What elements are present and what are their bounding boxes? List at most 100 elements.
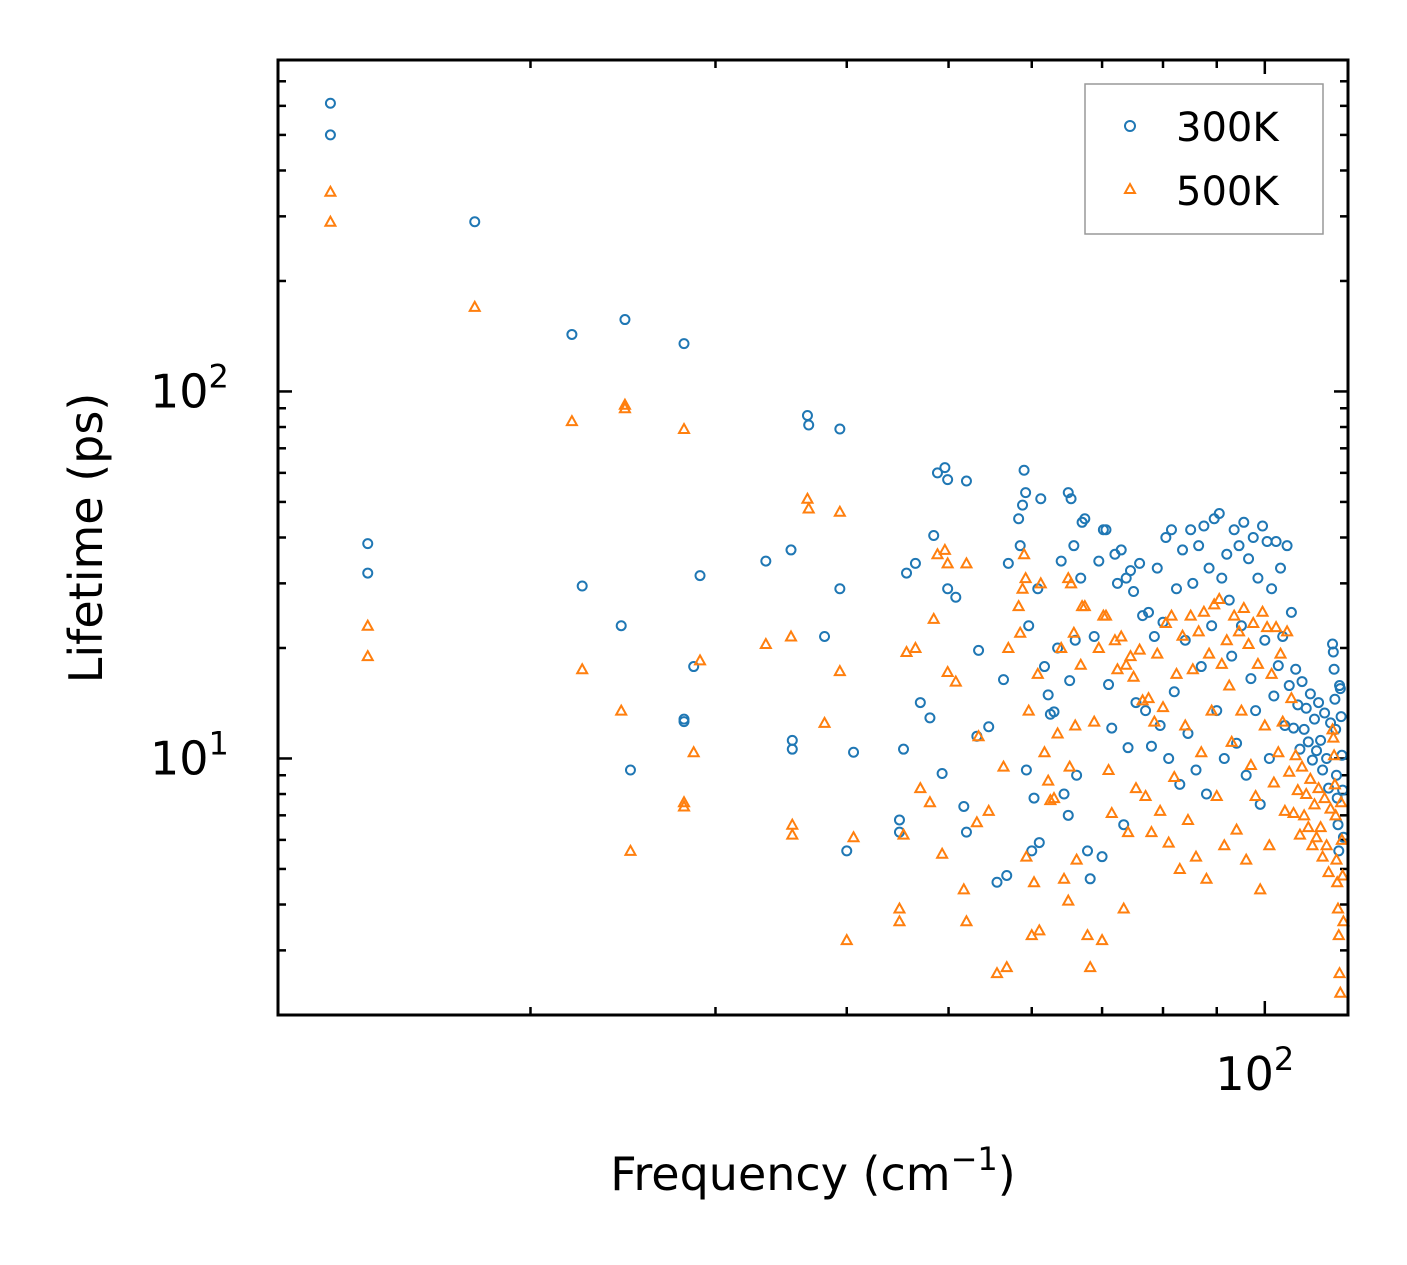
point-300K [1002,557,1014,569]
point-300K [1001,869,1013,881]
point-300K [1240,769,1252,781]
point-500K [1239,852,1253,865]
point-300K [615,620,627,632]
point-300K [1203,562,1215,574]
point-500K [1280,624,1294,637]
point-500K [677,799,691,812]
point-300K [1315,734,1327,746]
point-500K [817,715,832,728]
point-500K [1264,666,1279,679]
point-300K [998,674,1010,686]
point-300K [991,876,1003,888]
point-500K [1178,718,1192,731]
point-300K [1200,788,1212,800]
point-500K [1232,624,1246,637]
point-300K [1243,553,1255,565]
legend-label-500k: 500K [1176,169,1280,215]
point-300K [1062,487,1074,499]
point-300K [1216,572,1228,584]
point-500K [949,674,963,687]
point-500K [1234,703,1249,716]
point-300K [1233,540,1245,552]
point-500K [1276,714,1290,727]
point-500K [1251,656,1265,669]
point-300K [1218,752,1230,764]
point-300K [1272,660,1284,672]
point-300K [1223,594,1235,606]
point-500K [1267,775,1281,788]
point-300K [936,767,948,779]
point-500K [1197,604,1211,617]
point-300K [819,630,831,642]
point-300K [1128,586,1140,598]
point-300K [1275,562,1287,574]
point-300K [1277,630,1289,642]
point-300K [678,338,690,350]
point-500K [361,649,375,662]
y-tick-label: 102 [150,357,229,418]
point-300K [1140,705,1152,717]
point-500K [1117,901,1131,914]
point-500K [1114,629,1128,642]
point-500K [1278,803,1292,816]
point-300K [1018,464,1030,476]
point-300K [1013,513,1025,525]
point-300K [1088,630,1100,642]
point-300K [960,826,972,838]
point-300K [1096,851,1108,863]
point-500K [1307,797,1322,810]
point-500K [1299,786,1313,800]
point-500K [1031,666,1045,679]
point-300K [1033,837,1045,849]
point-300K [1300,702,1312,714]
point-500K [677,795,691,808]
point-300K [1288,722,1300,734]
point-500K [693,653,707,666]
point-500K [1054,640,1068,653]
point-300K [1106,722,1118,734]
point-500K [1260,620,1274,633]
point-300K [1151,562,1163,574]
point-500K [913,781,928,794]
point-500K [1258,718,1272,731]
point-300K [1252,572,1264,584]
y-tick-label: 101 [150,724,229,785]
point-500K [1333,985,1348,998]
point-300K [931,467,943,479]
point-300K [1221,548,1233,560]
point-500K [1041,773,1055,786]
point-500K [618,397,632,410]
point-500K [957,882,971,895]
point-500K [1288,748,1303,761]
point-500K [1303,771,1318,784]
point-500K [1057,871,1071,884]
point-300K [362,538,374,550]
point-500K [1121,825,1135,838]
point-500K [1167,769,1181,783]
point-500K [323,214,338,227]
point-300K [803,419,815,431]
point-300K [1328,663,1340,675]
point-300K [950,591,962,603]
point-500K [1001,640,1016,653]
point-500K [1225,734,1239,747]
point-500K [840,933,854,946]
point-300K [1174,778,1186,790]
point-300K [924,712,936,724]
point-500K [892,901,907,914]
point-300K [1296,676,1308,688]
point-500K [1159,615,1173,628]
point-500K [846,830,861,843]
point-500K [1305,838,1320,851]
point-300K [834,583,846,595]
point-500K [1295,759,1309,772]
y-axis-title: Lifetime (ps) [59,393,113,684]
point-300K [1055,555,1067,567]
point-500K [1271,745,1285,758]
point-300K [898,743,910,755]
point-500K [1248,788,1263,802]
point-500K [686,745,701,758]
point-500K [1204,703,1219,716]
point-500K [1175,628,1190,641]
